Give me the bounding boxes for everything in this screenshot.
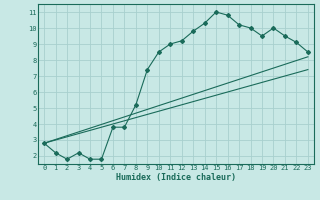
X-axis label: Humidex (Indice chaleur): Humidex (Indice chaleur) [116,173,236,182]
